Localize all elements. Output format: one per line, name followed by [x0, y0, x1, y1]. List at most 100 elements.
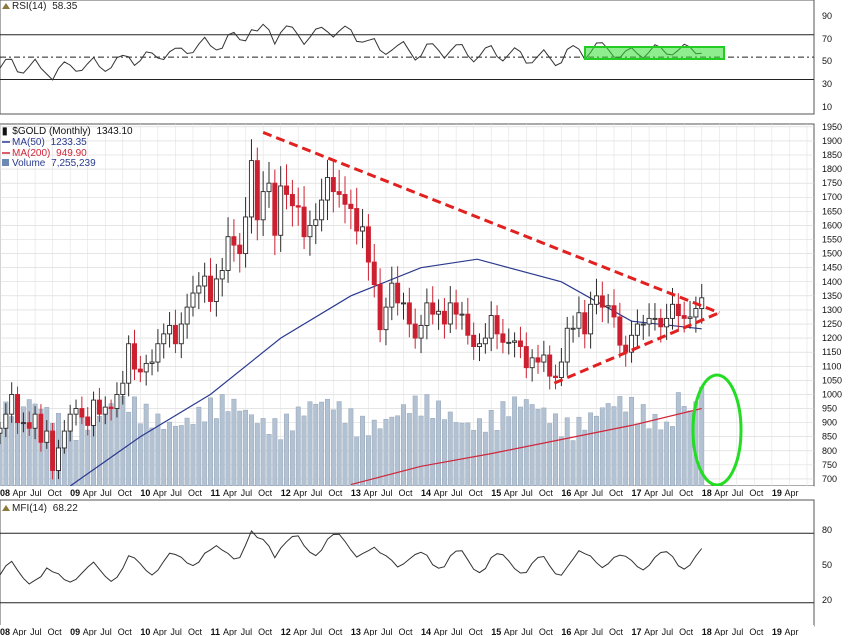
x-axis-label: 13 — [351, 627, 361, 636]
candle-body — [15, 393, 21, 424]
x-axis-label: 10 — [140, 627, 150, 636]
candle-body — [629, 334, 635, 353]
volume-bar — [494, 430, 500, 487]
x-axis-label: 08 — [0, 627, 10, 636]
volume-bar — [254, 423, 260, 487]
mfi-panel: 80 50 20 MFI(14) 68.22 — [0, 499, 832, 627]
volume-bar — [85, 429, 91, 487]
candle-body — [605, 305, 611, 308]
volume-bar — [412, 395, 418, 487]
candle-body — [535, 357, 541, 363]
svg-text:MA(200) 949.90: MA(200) 949.90 — [12, 148, 87, 159]
volume-bar — [547, 423, 553, 487]
volume-bar — [295, 406, 301, 487]
volume-bar — [161, 428, 167, 487]
candle-body — [184, 306, 190, 325]
trendline — [262, 131, 720, 315]
x-axis-label: Apr — [83, 627, 97, 636]
candle-body — [243, 216, 249, 255]
x-axis-label: Oct — [679, 627, 694, 636]
x-axis-label: Jul — [311, 627, 323, 636]
rsi-panel: 90 70 50 30 10 RSI(14) 58.35 — [0, 0, 832, 115]
volume-bar — [354, 436, 360, 487]
x-axis-label: Jul — [30, 627, 42, 636]
candle-body — [32, 413, 38, 429]
price-tick-label: 1350 — [822, 291, 842, 301]
x-axis-label: Jul — [381, 627, 393, 636]
candle-body — [342, 193, 348, 205]
volume-bar — [401, 404, 406, 487]
x-axis-label: Jul — [451, 627, 463, 636]
x-axis-label: Apr — [714, 627, 728, 636]
rsi-legend-icon — [2, 3, 10, 9]
price-tick-label: 1950 — [822, 122, 842, 132]
volume-bar — [634, 423, 640, 487]
volume-bar — [418, 415, 424, 487]
volume-bar — [582, 429, 588, 487]
rsi-highlight-box — [584, 46, 725, 60]
candle-body — [669, 303, 675, 319]
volume-bar — [79, 417, 85, 487]
candle-body — [465, 313, 471, 336]
candle-body — [471, 334, 477, 348]
candle-body — [96, 399, 102, 415]
candle-body — [494, 315, 500, 335]
x-axis-label: 13 — [351, 488, 361, 498]
candle-body — [664, 317, 670, 328]
x-axis-label: Apr — [504, 488, 518, 498]
x-axis-label: Jul — [732, 488, 744, 498]
price-last: 1343.10 — [96, 126, 133, 137]
candle-body — [61, 430, 67, 449]
volume-bar — [225, 411, 231, 487]
candle-body — [634, 323, 640, 336]
price-tick-label: 1650 — [822, 206, 842, 216]
candle-body — [593, 295, 599, 305]
volume-bar — [231, 398, 237, 487]
candle-body — [3, 413, 9, 429]
candle-body — [365, 226, 371, 263]
candle-body — [178, 323, 184, 345]
candle-body — [617, 316, 623, 346]
x-axis-band — [0, 486, 814, 499]
candle-body — [284, 185, 290, 195]
candle-body — [436, 310, 442, 315]
candle-body — [149, 361, 155, 364]
candle-body — [219, 270, 225, 280]
volume-bar — [202, 421, 208, 487]
candle-body — [400, 302, 406, 305]
candle-body — [225, 236, 231, 271]
volume-bar — [178, 425, 184, 487]
volume-bar — [675, 392, 681, 487]
volume-bar — [371, 419, 377, 487]
volume-bar — [307, 401, 313, 487]
price-tick-label: 950 — [822, 404, 837, 414]
volume-bar — [360, 415, 365, 487]
candle-body — [231, 236, 237, 246]
candle-body — [564, 327, 570, 363]
x-axis-label: Jul — [100, 488, 112, 498]
volume-bar — [652, 413, 658, 487]
rsi-legend: RSI(14) 58.35 — [2, 1, 78, 12]
mfi-level-80: 80 — [822, 525, 832, 535]
price-tick-label: 1450 — [822, 263, 842, 273]
x-axis-label: Oct — [398, 627, 413, 636]
x-axis-label: Oct — [258, 627, 273, 636]
candle-body — [500, 333, 506, 343]
candle-body — [126, 343, 132, 384]
volume-bar — [260, 418, 266, 487]
x-axis-label: Oct — [118, 627, 133, 636]
x-axis-label: Oct — [188, 488, 203, 498]
volume-bar — [342, 423, 348, 487]
volume-bar — [523, 399, 529, 487]
x-axis-label: Oct — [258, 488, 273, 498]
candle-body — [38, 413, 44, 443]
rsi-level-10: 10 — [822, 102, 832, 112]
x-axis-label: Oct — [679, 488, 694, 498]
volume-bar — [208, 397, 213, 487]
x-axis-label: Apr — [223, 488, 237, 498]
x-axis-label: Apr — [504, 627, 518, 636]
x-axis-label: 12 — [281, 488, 291, 498]
candle-body — [576, 312, 582, 329]
price-symbol: $GOLD (Monthly) — [12, 126, 90, 137]
candle-body — [91, 399, 97, 426]
